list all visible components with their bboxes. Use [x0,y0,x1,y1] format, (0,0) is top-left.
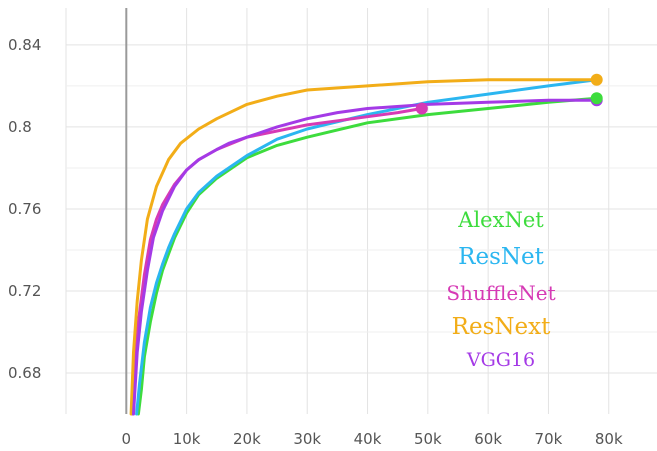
legend-label-resnet: ResNet [458,244,544,270]
end-marker-alexnet [590,92,603,105]
x-tick-label: 10k [173,430,201,448]
y-axis-ticks: 0.68 0.72 0.76 0.8 0.84 [8,36,41,382]
end-marker-shufflenet [415,102,428,115]
x-tick-label: 80k [595,430,623,448]
x-tick-label: 70k [535,430,563,448]
series-line-shufflenet [130,107,424,416]
x-tick-label: 50k [414,430,442,448]
series-line-resnext [129,78,599,416]
x-tick-label: 20k [233,430,261,448]
x-axis-ticks: 0 10k 20k 30k 40k 50k 60k 70k 80k [122,430,623,448]
end-marker-resnext [590,73,603,86]
series-line-resnet [135,78,599,416]
y-tick-label: 0.84 [8,36,41,54]
x-tick-label: 30k [293,430,321,448]
y-tick-label: 0.8 [8,118,32,136]
x-tick-label: 40k [354,430,382,448]
x-tick-label: 0 [122,430,132,448]
end-markers [415,73,603,115]
grid [65,8,657,414]
y-tick-label: 0.68 [8,364,41,382]
legend-label-alexnet: AlexNet [457,208,544,232]
y-tick-label: 0.76 [8,200,41,218]
legend-label-shufflenet: ShuffleNet [446,281,555,305]
legend-label-vgg16: VGG16 [466,349,535,371]
legend: AlexNet ResNet ShuffleNet ResNext VGG16 [446,208,555,371]
legend-label-resnext: ResNext [452,314,551,340]
y-tick-label: 0.72 [8,282,41,300]
x-tick-label: 60k [474,430,502,448]
